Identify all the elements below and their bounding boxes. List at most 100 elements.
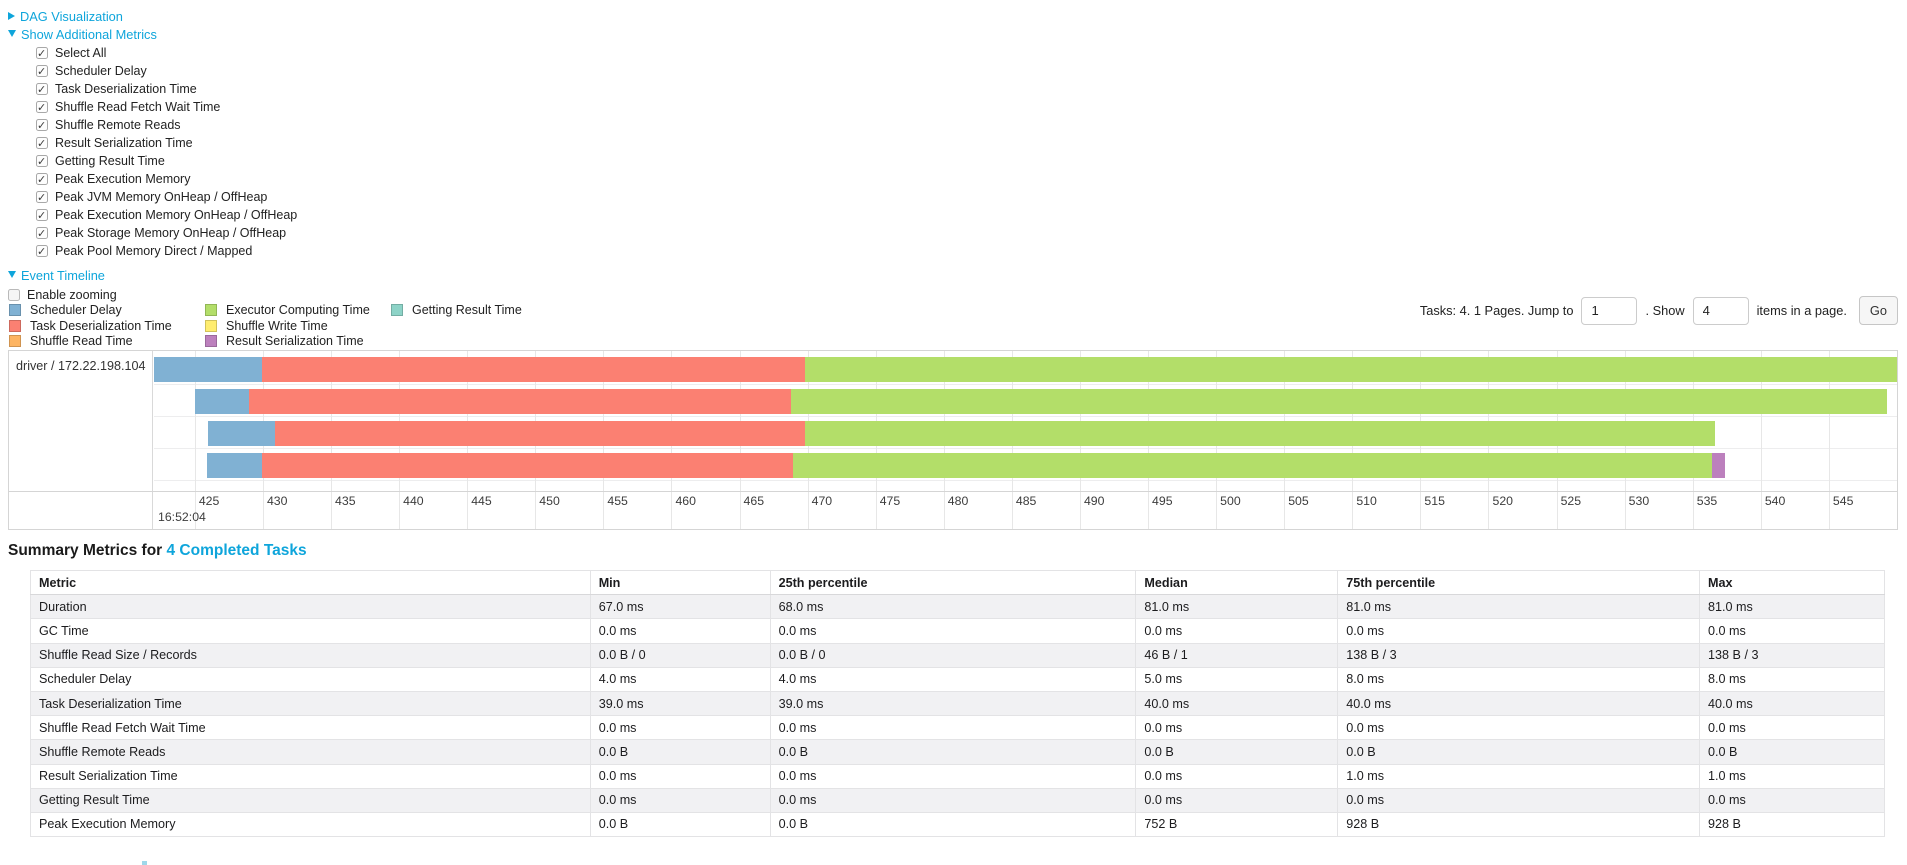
metric-value-cell: 81.0 ms bbox=[1699, 594, 1885, 620]
page-size-input[interactable] bbox=[1692, 296, 1749, 325]
checkbox-label: Task Deserialization Time bbox=[55, 82, 197, 96]
metric-checkbox-peak-storage-memory-onheap-offheap[interactable]: Peak Storage Memory OnHeap / OffHeap bbox=[36, 224, 297, 243]
enable-zooming-checkbox[interactable]: Enable zooming bbox=[8, 286, 297, 304]
table-row-duration: Duration 67.0 ms 68.0 ms 81.0 ms 81.0 ms 81.0… bbox=[30, 594, 1885, 620]
metric-checkbox-shuffle-read-fetch-wait-time[interactable]: Shuffle Read Fetch Wait Time bbox=[36, 98, 297, 117]
legend-label: Executor Computing Time bbox=[226, 303, 370, 317]
chevron-down-icon bbox=[8, 271, 16, 278]
metric-value-cell: 0.0 B bbox=[769, 739, 1137, 765]
timeline-group-cell: driver / 172.22.198.104 bbox=[9, 351, 153, 529]
event-timeline-toggle[interactable]: Event Timeline bbox=[8, 267, 297, 285]
checkbox-label: Peak Execution Memory bbox=[55, 172, 191, 186]
axis-tick-label: 480 bbox=[947, 494, 969, 508]
legend-label: Shuffle Read Time bbox=[30, 334, 133, 348]
metric-checkbox-scheduler-delay[interactable]: Scheduler Delay bbox=[36, 62, 297, 81]
axis-tick-label: 505 bbox=[1288, 494, 1309, 508]
task-bar-segment-executor-computing[interactable] bbox=[791, 389, 1888, 414]
jump-to-page-input[interactable] bbox=[1581, 296, 1638, 325]
table-row-shuffle-read-fetch-wait-time: Shuffle Read Fetch Wait Time 0.0 ms 0.0 ms… bbox=[30, 715, 1885, 741]
metric-checkbox-peak-execution-memory[interactable]: Peak Execution Memory bbox=[36, 170, 297, 189]
legend-item-getting-result-time: Getting Result Time bbox=[391, 303, 522, 319]
row-gridline bbox=[154, 416, 1897, 417]
metric-value-cell: 67.0 ms bbox=[589, 594, 771, 620]
go-button[interactable]: Go bbox=[1858, 296, 1898, 325]
task-bar-segment-task-deserialization[interactable] bbox=[261, 357, 805, 382]
legend-label: Getting Result Time bbox=[412, 303, 522, 317]
checkbox-icon bbox=[36, 171, 48, 189]
checkbox-icon bbox=[36, 153, 48, 171]
task-bar-segment-scheduler-delay[interactable] bbox=[154, 357, 262, 382]
column-header-median: Median bbox=[1135, 569, 1339, 596]
metric-value-cell: 0.0 B bbox=[589, 739, 771, 765]
checkbox-label: Result Serialization Time bbox=[55, 136, 193, 150]
dag-visualization-link[interactable]: DAG Visualization bbox=[20, 9, 123, 24]
metric-value-cell: 39.0 ms bbox=[769, 690, 1137, 717]
task-bar-segment-result-serialization[interactable] bbox=[1711, 453, 1726, 478]
metric-checkbox-peak-jvm-memory-onheap-offheap[interactable]: Peak JVM Memory OnHeap / OffHeap bbox=[36, 188, 297, 207]
axis-tick-label: 525 bbox=[1560, 494, 1582, 508]
show-additional-metrics-link[interactable]: Show Additional Metrics bbox=[21, 27, 157, 42]
metric-name-cell: Shuffle Read Size / Records bbox=[30, 642, 591, 668]
items-per-page-text: items in a page. bbox=[1756, 303, 1847, 318]
task-bar-segment-scheduler-delay[interactable] bbox=[194, 389, 250, 414]
checkbox-label: Peak Execution Memory OnHeap / OffHeap bbox=[55, 208, 298, 222]
metric-value-cell: 39.0 ms bbox=[589, 690, 771, 717]
completed-tasks-link[interactable]: 4 Completed Tasks bbox=[166, 542, 307, 559]
metric-checkbox-task-deserialization-time[interactable]: Task Deserialization Time bbox=[36, 80, 297, 99]
checkbox-icon bbox=[8, 289, 20, 301]
task-bar-segment-task-deserialization[interactable] bbox=[261, 453, 793, 478]
axis-gridline bbox=[194, 351, 196, 529]
column-header-25th-percentile: 25th percentile bbox=[769, 569, 1137, 596]
metric-value-cell: 0.0 ms bbox=[1699, 787, 1885, 813]
column-header-metric: Metric bbox=[30, 569, 591, 596]
task-bar-segment-task-deserialization[interactable] bbox=[249, 389, 792, 414]
legend-label: Shuffle Write Time bbox=[226, 318, 328, 333]
metric-checkbox-select-all[interactable]: Select All bbox=[36, 44, 297, 63]
task-bar-segment-scheduler-delay[interactable] bbox=[208, 421, 276, 446]
metric-value-cell: 0.0 ms bbox=[589, 618, 771, 644]
metric-name-cell: Shuffle Remote Reads bbox=[30, 739, 591, 765]
metric-checkbox-shuffle-remote-reads[interactable]: Shuffle Remote Reads bbox=[36, 116, 297, 135]
axis-tick-label: 520 bbox=[1492, 494, 1514, 508]
axis-tick-label: 440 bbox=[403, 494, 424, 508]
timeline-plot[interactable]: 425 430 435 440 445 450 455 460 465 470 475 480 485 4… bbox=[154, 351, 1897, 529]
table-row-gc-time: GC Time 0.0 ms 0.0 ms 0.0 ms 0.0 ms 0.0 ms bbox=[30, 618, 1885, 644]
legend-item-shuffle-read-time: Shuffle Read Time bbox=[9, 334, 205, 350]
event-timeline-link[interactable]: Event Timeline bbox=[21, 268, 105, 283]
metric-checkbox-peak-pool-memory-direct-mapped[interactable]: Peak Pool Memory Direct / Mapped bbox=[36, 242, 297, 261]
metric-value-cell: 0.0 ms bbox=[769, 715, 1137, 741]
metric-value-cell: 0.0 B bbox=[589, 811, 771, 838]
task-bar-segment-executor-computing[interactable] bbox=[792, 453, 1712, 478]
dag-visualization-toggle[interactable]: DAG Visualization bbox=[8, 8, 297, 26]
show-additional-metrics-toggle[interactable]: Show Additional Metrics bbox=[8, 26, 297, 44]
axis-line bbox=[9, 491, 1897, 492]
legend-label: Result Serialization Time bbox=[226, 334, 364, 348]
legend-item-scheduler-delay: Scheduler Delay bbox=[9, 303, 205, 319]
metric-checkbox-peak-execution-memory-onheap-offheap[interactable]: Peak Execution Memory OnHeap / OffHeap bbox=[36, 206, 298, 225]
checkbox-label: Peak JVM Memory OnHeap / OffHeap bbox=[55, 190, 268, 204]
metric-value-cell: 0.0 B bbox=[1337, 739, 1701, 765]
legend-item-shuffle-write-time: Shuffle Write Time bbox=[205, 319, 391, 335]
metric-name-cell: Task Deserialization Time bbox=[30, 690, 591, 717]
task-bar-segment-task-deserialization[interactable] bbox=[275, 421, 805, 446]
metric-value-cell: 0.0 ms bbox=[1135, 715, 1339, 741]
checkbox-icon bbox=[36, 45, 48, 63]
metric-checkbox-getting-result-time[interactable]: Getting Result Time bbox=[36, 152, 297, 171]
metric-value-cell: 8.0 ms bbox=[1337, 666, 1701, 692]
checkbox-icon bbox=[36, 225, 48, 243]
legend-column: Scheduler Delay Task Deserialization Time… bbox=[9, 303, 205, 350]
task-bar-segment-executor-computing[interactable] bbox=[804, 421, 1715, 446]
metric-name-cell: Peak Execution Memory bbox=[30, 811, 591, 838]
metric-checkbox-result-serialization-time[interactable]: Result Serialization Time bbox=[36, 134, 297, 153]
checkbox-icon bbox=[36, 63, 48, 81]
metric-value-cell: 1.0 ms bbox=[1699, 763, 1885, 789]
checkbox-icon bbox=[36, 207, 48, 225]
task-bar-segment-scheduler-delay[interactable] bbox=[207, 453, 262, 478]
legend-swatch-icon bbox=[391, 304, 403, 316]
enable-zooming-label: Enable zooming bbox=[27, 288, 117, 302]
metric-value-cell: 0.0 ms bbox=[1699, 715, 1885, 741]
legend-swatch-icon bbox=[205, 304, 217, 316]
metric-value-cell: 81.0 ms bbox=[1135, 594, 1339, 620]
task-bar-segment-executor-computing[interactable] bbox=[804, 357, 1897, 382]
